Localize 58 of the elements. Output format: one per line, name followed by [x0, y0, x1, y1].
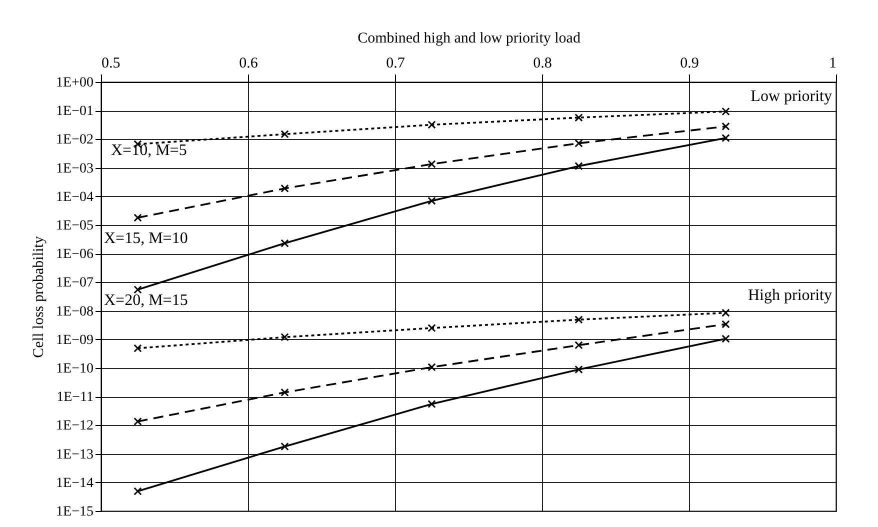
y-tick-label: 1E−12: [56, 418, 94, 434]
point: [280, 239, 289, 248]
point: [134, 214, 142, 222]
annotation: Low priority: [750, 88, 832, 105]
point: [722, 107, 730, 116]
y-tick-label: 1E−14: [56, 476, 94, 491]
annotation: High priority: [748, 287, 832, 304]
point: [428, 400, 436, 408]
point: [428, 363, 436, 372]
point: [574, 365, 583, 374]
x-tick-label: 1: [829, 56, 836, 72]
y-tick-label: 1E−01: [56, 104, 94, 120]
y-tick-label: 1E−03: [56, 161, 94, 176]
y-tick-label: 1E−07: [56, 276, 94, 291]
point: [574, 113, 583, 122]
point: [280, 130, 289, 138]
x-tick-label: 0.5: [102, 56, 120, 72]
y-tick-label: 1E−05: [56, 218, 94, 234]
point: [574, 162, 583, 170]
y-tick-label: 1E−10: [56, 362, 94, 376]
annotation: X=15, M=10: [104, 230, 188, 247]
point: [134, 286, 142, 294]
x-tick-label: 0.6: [239, 56, 258, 72]
point: [722, 334, 730, 343]
annotation: X=10, M=5: [111, 142, 187, 159]
y-tick-label: 1E+00: [56, 76, 94, 90]
x-tick-label: 0.9: [680, 56, 699, 72]
point: [280, 333, 289, 342]
point: [428, 120, 436, 129]
y-tick-label: 1E−04: [56, 190, 94, 205]
point: [280, 388, 289, 397]
point: [280, 442, 289, 451]
y-tick-label: 1E−02: [56, 132, 94, 148]
point: [722, 122, 730, 131]
point: [428, 324, 436, 332]
y-tick-label: 1E−09: [56, 332, 94, 348]
x-axis-title: Combined high and low priority load: [358, 30, 581, 46]
y-tick-label: 1E−06: [56, 247, 94, 262]
annotation: X=20, M=15: [104, 292, 188, 309]
point: [428, 196, 436, 205]
y-tick-label: 1E−08: [56, 304, 94, 320]
point: [134, 417, 142, 426]
x-tick-label: 0.7: [386, 56, 406, 72]
point: [722, 308, 730, 317]
point: [574, 316, 583, 324]
x-tick-label: 0.8: [533, 56, 552, 72]
point: [134, 487, 142, 496]
point: [574, 341, 583, 350]
point: [428, 160, 436, 168]
point: [574, 139, 583, 148]
y-tick-label: 1E−11: [56, 390, 94, 406]
point: [134, 344, 142, 352]
y-axis-title: Cell loss probability: [31, 236, 48, 358]
point: [280, 184, 289, 193]
point: [722, 320, 730, 328]
y-tick-label: 1E−13: [56, 447, 94, 462]
y-tick-label: 1E−15: [56, 504, 94, 520]
point: [722, 134, 730, 142]
